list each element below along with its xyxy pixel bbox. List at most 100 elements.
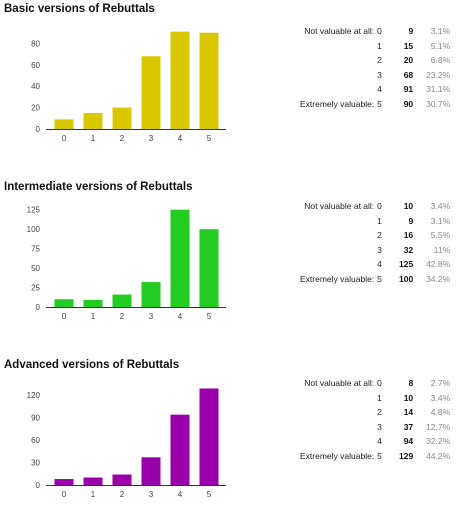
stat-score: 4 [377,436,382,446]
stat-count: 94 [403,436,414,446]
stat-score: 0 [377,201,382,211]
bar [199,229,219,307]
x-tick-label: 5 [207,312,212,321]
y-tick-label: 100 [27,225,41,234]
bar [54,299,74,307]
bar [54,479,74,485]
y-tick-label: 30 [31,459,40,468]
chart-panel-basic: Basic versions of Rebuttals 0 20 40 60 80 0 1 2… [0,0,474,166]
bar [141,56,161,129]
stat-score: 0 [377,26,382,36]
stat-score: 5 [377,450,382,461]
bar [112,474,132,485]
stat-percent: 11% [433,244,451,255]
x-tick-label: 5 [207,134,212,143]
y-tick-label: 80 [31,39,40,48]
stat-percent: 30.7% [426,98,451,109]
stat-score: 5 [377,273,382,284]
stat-score: 1 [377,392,382,403]
bar [83,477,103,485]
x-tick-label: 2 [120,490,125,499]
stat-label: Not valuable at all: [304,201,375,211]
x-tick-label: 0 [62,312,67,321]
y-tick-label: 20 [31,104,40,113]
stat-count: 129 [398,450,414,461]
x-tick-label: 3 [149,134,154,143]
x-tick-label: 1 [91,312,96,321]
chart-title: Basic versions of Rebuttals [4,3,155,15]
stat-percent: 3.4% [430,392,451,403]
x-tick-label: 4 [178,312,183,321]
stat-percent: 42.8% [426,259,451,269]
stat-score: 3 [377,244,382,255]
bar-chart-advanced: 0 30 60 90 120 0 1 2 3 4 5 [27,388,226,499]
x-tick-label: 3 [149,490,154,499]
stat-label: Extremely valuable: [300,273,375,284]
stat-count: 125 [398,259,414,269]
stat-score: 4 [377,259,382,269]
bar [54,119,74,129]
stat-count: 68 [403,69,414,80]
x-tick-label: 0 [62,490,67,499]
stats-row: 3 32 11% [300,245,450,260]
y-tick-label: 75 [31,245,40,254]
stat-count: 10 [403,392,414,403]
bar [83,299,103,307]
stat-score: 2 [377,55,382,65]
y-tick-label: 125 [27,206,41,215]
stat-percent: 2.7% [430,378,451,388]
stats-table-intermediate: Not valuable at all: 0 10 3.4% 1 9 3.1% 2 16 5.5%… [300,201,450,288]
stat-count: 20 [403,55,414,65]
y-tick-label: 25 [31,284,40,293]
stats-row: 3 37 12.7% [300,422,450,437]
stat-label [300,422,374,437]
stats-row: 1 10 3.4% [300,393,450,408]
stat-label [300,70,374,85]
stat-percent: 34.2% [426,273,451,284]
stats-row: Extremely valuable: 5 129 44.2% [300,451,450,466]
x-tick-label: 0 [62,134,67,143]
stat-count: 15 [403,40,414,51]
y-tick-label: 0 [36,481,41,490]
stat-count: 100 [398,273,414,284]
stats-row: 3 68 23.2% [300,70,450,85]
stat-label [300,245,374,260]
stat-score: 5 [377,98,382,109]
stats-row: Not valuable at all: 0 9 3.1% [300,26,450,41]
stats-table-advanced: Not valuable at all: 0 8 2.7% 1 10 3.4% 2 14 4.8%… [300,378,450,465]
stats-row: 2 20 6.8% [300,55,450,70]
y-tick-label: 0 [36,125,41,134]
stat-count: 14 [403,407,414,417]
stats-row: 4 91 31.1% [300,84,450,99]
stat-label [300,41,374,56]
stat-label: Not valuable at all: [304,378,375,388]
stats-row: 4 125 42.8% [300,259,450,274]
stat-percent: 12.7% [426,421,451,432]
x-tick-label: 2 [120,312,125,321]
y-tick-label: 60 [31,61,40,70]
stat-count: 9 [408,26,414,36]
chart-panel-advanced: Advanced versions of Rebuttals 0 30 60 90 12… [0,356,474,522]
bar [141,282,161,307]
x-tick-label: 4 [178,134,183,143]
stat-count: 9 [408,215,414,226]
stat-score: 4 [377,84,382,94]
stat-count: 32 [403,244,414,255]
stats-row: Extremely valuable: 5 90 30.7% [300,99,450,114]
bar [199,32,219,130]
x-tick-label: 2 [120,134,125,143]
stats-row: 1 15 5.1% [300,41,450,56]
stat-score: 2 [377,407,382,417]
stat-label [300,230,374,245]
stat-score: 3 [377,421,382,432]
stat-label [300,407,374,422]
bar [170,414,190,485]
stat-count: 8 [408,378,414,388]
x-tick-label: 4 [178,490,183,499]
stat-label [300,436,374,451]
stat-score: 3 [377,69,382,80]
x-tick-label: 1 [91,490,96,499]
stat-label: Extremely valuable: [300,450,375,461]
stats-row: Extremely valuable: 5 100 34.2% [300,274,450,289]
stats-table-basic: Not valuable at all: 0 9 3.1% 1 15 5.1% 2 20 6.8%… [300,26,450,113]
